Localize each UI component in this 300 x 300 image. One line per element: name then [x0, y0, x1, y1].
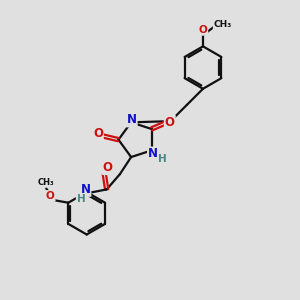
- Text: O: O: [103, 161, 113, 174]
- Text: H: H: [158, 154, 167, 164]
- Text: CH₃: CH₃: [214, 20, 232, 29]
- Text: O: O: [165, 116, 175, 129]
- Text: O: O: [93, 127, 103, 140]
- Text: N: N: [127, 113, 137, 127]
- Text: N: N: [148, 148, 158, 160]
- Text: H: H: [77, 194, 85, 204]
- Text: O: O: [46, 191, 55, 201]
- Text: CH₃: CH₃: [37, 178, 54, 187]
- Text: O: O: [199, 25, 207, 35]
- Text: N: N: [80, 183, 91, 196]
